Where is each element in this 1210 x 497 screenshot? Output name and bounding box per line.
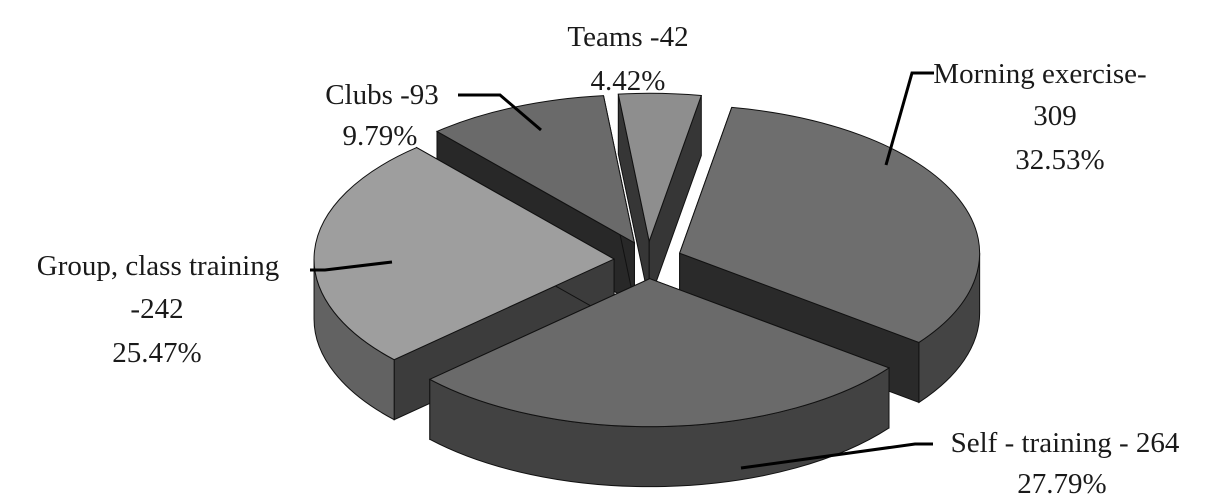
label-self-training-name: Self - training - 264 (951, 427, 1180, 459)
pie-slice-morning-exercise (679, 106, 981, 404)
label-morning-exercise-name: Morning exercise- (933, 58, 1146, 90)
leader-line-group-class-training (310, 260, 393, 272)
label-teams-percent: 4.42% (591, 65, 666, 97)
pie-slice-top-morning-exercise (679, 106, 981, 343)
pie-slice-teams (617, 92, 702, 302)
pie-slice-top-self-training (428, 278, 891, 428)
pie-slice-self-training (428, 277, 891, 488)
label-self-training: Self - training - 264 27.79% (951, 427, 1180, 497)
label-clubs: Clubs -93 9.79% (325, 79, 439, 152)
slice-labels: Morning exercise- 309 32.53% Self - trai… (37, 21, 1180, 497)
label-clubs-name: Clubs -93 (325, 79, 439, 111)
label-group-class-training-name: Group, class training (37, 250, 279, 282)
leader-line-morning-exercise (884, 71, 934, 166)
pie-slices (313, 92, 981, 488)
leader-line-self-training (740, 442, 933, 470)
label-group-class-training-percent: 25.47% (112, 337, 201, 369)
pie-slice-top-group-class-training (313, 147, 616, 361)
label-morning-exercise-percent: 32.53% (1015, 144, 1104, 176)
leader-line-clubs (458, 93, 542, 132)
label-teams-name: Teams -42 (567, 21, 688, 53)
label-self-training-percent: 27.79% (1017, 468, 1106, 497)
label-group-class-training-value: -242 (130, 293, 183, 325)
label-morning-exercise-value: 309 (1033, 100, 1077, 132)
label-morning-exercise: Morning exercise- 309 32.53% (933, 58, 1146, 176)
leader-lines (310, 71, 934, 470)
label-teams: Teams -42 4.42% (567, 21, 688, 97)
label-clubs-percent: 9.79% (343, 120, 418, 152)
pie-slice-top-teams (617, 92, 702, 244)
label-group-class-training: Group, class training -242 25.47% (37, 250, 279, 369)
